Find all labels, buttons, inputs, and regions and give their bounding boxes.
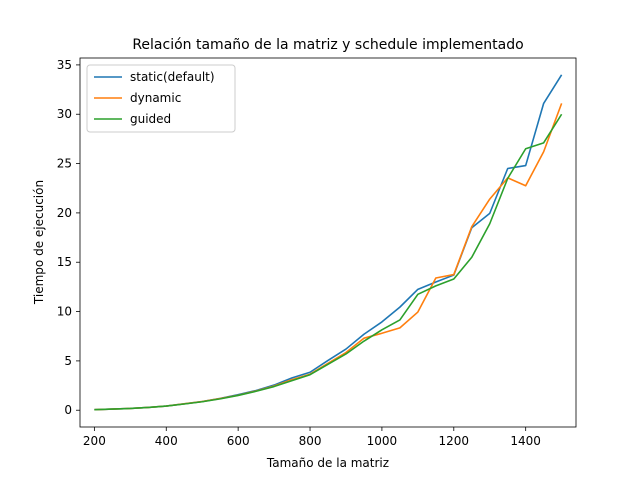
y-tick-label: 25: [57, 157, 72, 171]
y-tick-label: 20: [57, 206, 72, 220]
x-tick-label: 600: [227, 434, 250, 448]
x-tick-label: 200: [83, 434, 106, 448]
chart-title: Relación tamaño de la matriz y schedule …: [132, 37, 523, 53]
legend: static(default) dynamic guided: [86, 64, 236, 133]
y-tick-label: 30: [57, 107, 72, 121]
x-tick-label: 1400: [510, 434, 541, 448]
y-tick-label: 35: [57, 58, 72, 72]
series-layer: [94, 74, 563, 411]
x-axis-label: Tamaño de la matriz: [266, 456, 389, 470]
legend-label-1: dynamic: [130, 91, 181, 105]
legend-label-0: static(default): [130, 70, 215, 84]
y-tick-label: 0: [64, 403, 72, 417]
legend-box: [86, 64, 236, 133]
x-tick-label: 800: [299, 434, 322, 448]
plot-frame: [79, 57, 577, 428]
x-tick-label: 1200: [439, 434, 470, 448]
x-tick-label: 1000: [367, 434, 398, 448]
x-tick-label: 400: [155, 434, 178, 448]
y-axis-label: Tiempo de ejecución: [32, 180, 46, 305]
x-axis-ticks: 200 400 600 800 1000 1200 1400: [83, 427, 541, 448]
series-line-2: [94, 113, 563, 411]
y-axis-ticks: 0 5 10 15 20 25 30 35: [57, 58, 80, 417]
y-tick-label: 5: [64, 354, 72, 368]
y-tick-label: 10: [57, 305, 72, 319]
y-tick-label: 15: [57, 255, 72, 269]
legend-label-2: guided: [130, 112, 171, 126]
